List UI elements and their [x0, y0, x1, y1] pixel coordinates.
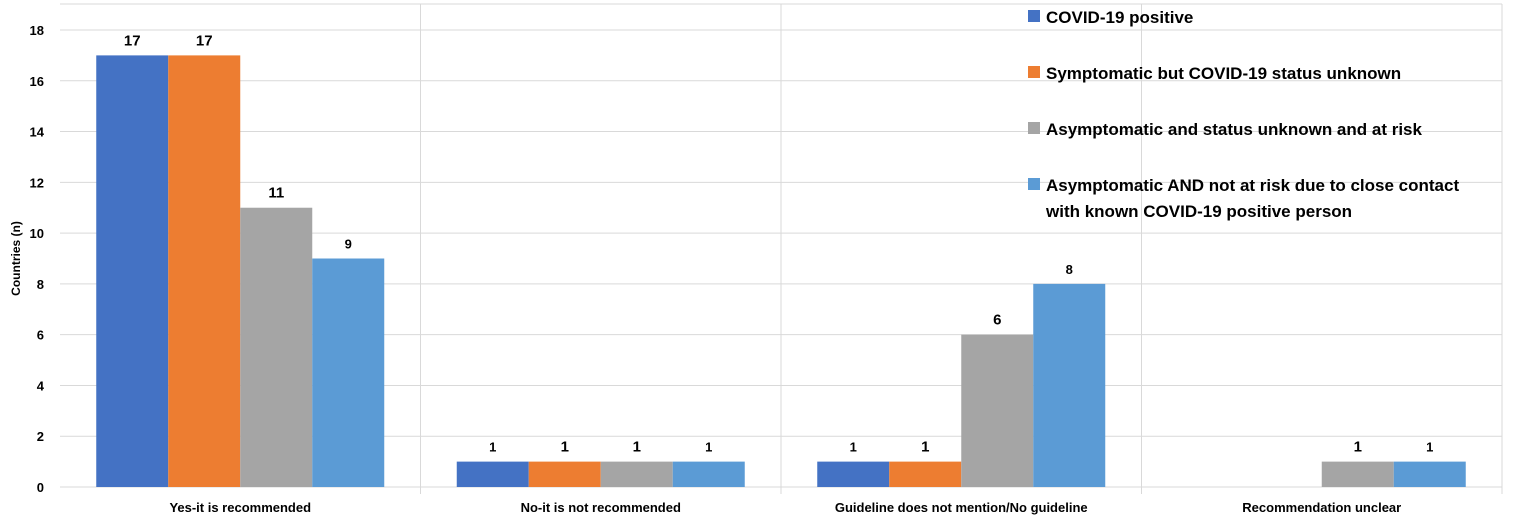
y-tick-label: 12 — [30, 175, 44, 190]
data-label: 1 — [850, 440, 857, 455]
bars — [96, 55, 1466, 488]
y-tick-label: 8 — [37, 277, 44, 292]
data-label: 1 — [633, 439, 641, 456]
y-tick-label: 10 — [30, 226, 44, 241]
bar — [456, 461, 529, 487]
y-tick-label: 0 — [37, 480, 44, 495]
bar — [1321, 461, 1394, 487]
bar — [672, 461, 745, 487]
data-label: 17 — [196, 32, 213, 49]
bar — [961, 334, 1034, 487]
y-tick-label: 2 — [37, 429, 44, 444]
bar — [312, 258, 385, 487]
data-label: 17 — [124, 32, 141, 49]
legend-swatch — [1028, 66, 1040, 78]
legend-swatch — [1028, 122, 1040, 134]
y-tick-label: 18 — [30, 23, 44, 38]
legend-swatch — [1028, 178, 1040, 190]
y-tick-label: 14 — [30, 125, 45, 140]
y-tick-label: 4 — [37, 378, 45, 393]
data-label: 1 — [1354, 439, 1362, 456]
legend-label: Asymptomatic and status unknown and at r… — [1046, 120, 1423, 139]
legend-swatch — [1028, 10, 1040, 22]
data-label: 8 — [1066, 262, 1073, 277]
bar — [240, 207, 313, 487]
legend-label: Symptomatic but COVID-19 status unknown — [1046, 64, 1401, 83]
legend-label: Asymptomatic AND not at risk due to clos… — [1046, 176, 1459, 195]
bar — [528, 461, 601, 487]
x-tick-label: Guideline does not mention/No guideline — [835, 500, 1088, 515]
y-tick-label: 16 — [30, 74, 44, 89]
legend-label: with known COVID-19 positive person — [1045, 202, 1352, 221]
bar — [168, 55, 241, 488]
data-label: 6 — [993, 312, 1001, 329]
data-label: 11 — [268, 185, 284, 202]
data-label: 1 — [921, 439, 929, 456]
bar — [1393, 461, 1466, 487]
y-axis-title: Countries (n) — [9, 221, 23, 296]
data-label: 1 — [561, 439, 569, 456]
y-tick-label: 6 — [37, 328, 44, 343]
bar — [1033, 283, 1106, 487]
x-tick-label: Recommendation unclear — [1242, 500, 1401, 515]
data-label: 1 — [705, 440, 712, 455]
data-label: 1 — [1426, 440, 1433, 455]
bar — [817, 461, 890, 487]
legend-label: COVID-19 positive — [1046, 8, 1193, 27]
data-label: 1 — [489, 440, 496, 455]
legend: COVID-19 positive Symptomatic but COVID-1… — [1028, 8, 1459, 221]
bar — [600, 461, 673, 487]
data-label: 9 — [345, 237, 352, 252]
bar — [889, 461, 962, 487]
bar — [96, 55, 169, 488]
x-tick-label: No-it is not recommended — [521, 500, 681, 515]
x-tick-label: Yes-it is recommended — [169, 500, 311, 515]
